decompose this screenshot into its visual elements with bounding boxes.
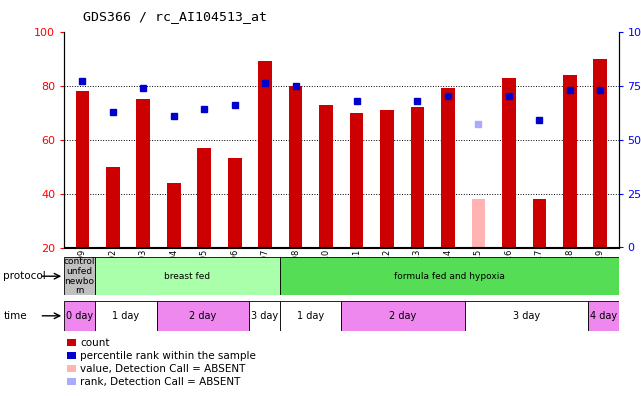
Bar (228, 158, 242, 248)
Bar (137, 99, 150, 248)
Text: control
unfed
newbo
rn: control unfed newbo rn (63, 257, 96, 295)
Bar (341, 301, 465, 331)
Text: value, Detection Call = ABSENT: value, Detection Call = ABSENT (80, 364, 246, 374)
Bar (64, 257, 95, 295)
Text: percentile rank within the sample: percentile rank within the sample (80, 350, 256, 361)
Text: 3 day: 3 day (513, 311, 540, 321)
Text: 1 day: 1 day (297, 311, 324, 321)
Text: 0 day: 0 day (66, 311, 93, 321)
Bar (95, 301, 156, 331)
Bar (594, 59, 607, 248)
Bar (350, 112, 363, 248)
Text: 3 day: 3 day (251, 311, 278, 321)
Bar (167, 183, 181, 248)
Bar (279, 257, 619, 295)
Text: 2 day: 2 day (189, 311, 217, 321)
Bar (249, 301, 279, 331)
Bar (465, 301, 588, 331)
Text: 4 day: 4 day (590, 311, 617, 321)
Text: protocol: protocol (3, 271, 46, 282)
Text: 2 day: 2 day (389, 311, 417, 321)
Bar (289, 86, 303, 248)
Text: rank, Detection Call = ABSENT: rank, Detection Call = ABSENT (80, 377, 240, 387)
Bar (258, 61, 272, 247)
Text: 1 day: 1 day (112, 311, 139, 321)
Text: formula fed and hypoxia: formula fed and hypoxia (394, 272, 504, 281)
Bar (380, 110, 394, 248)
Bar (156, 301, 249, 331)
Text: breast fed: breast fed (164, 272, 210, 281)
Bar (95, 257, 279, 295)
Text: count: count (80, 337, 110, 348)
Text: time: time (3, 311, 27, 321)
Bar (106, 167, 120, 248)
Bar (563, 75, 577, 248)
Bar (502, 78, 516, 248)
Bar (64, 301, 95, 331)
Bar (441, 88, 455, 248)
Bar (411, 107, 424, 248)
Text: GDS366 / rc_AI104513_at: GDS366 / rc_AI104513_at (83, 10, 267, 23)
Bar (588, 301, 619, 331)
Bar (76, 91, 89, 248)
Bar (197, 148, 211, 248)
Bar (472, 199, 485, 248)
Bar (279, 301, 341, 331)
Bar (319, 105, 333, 248)
Bar (533, 199, 546, 248)
